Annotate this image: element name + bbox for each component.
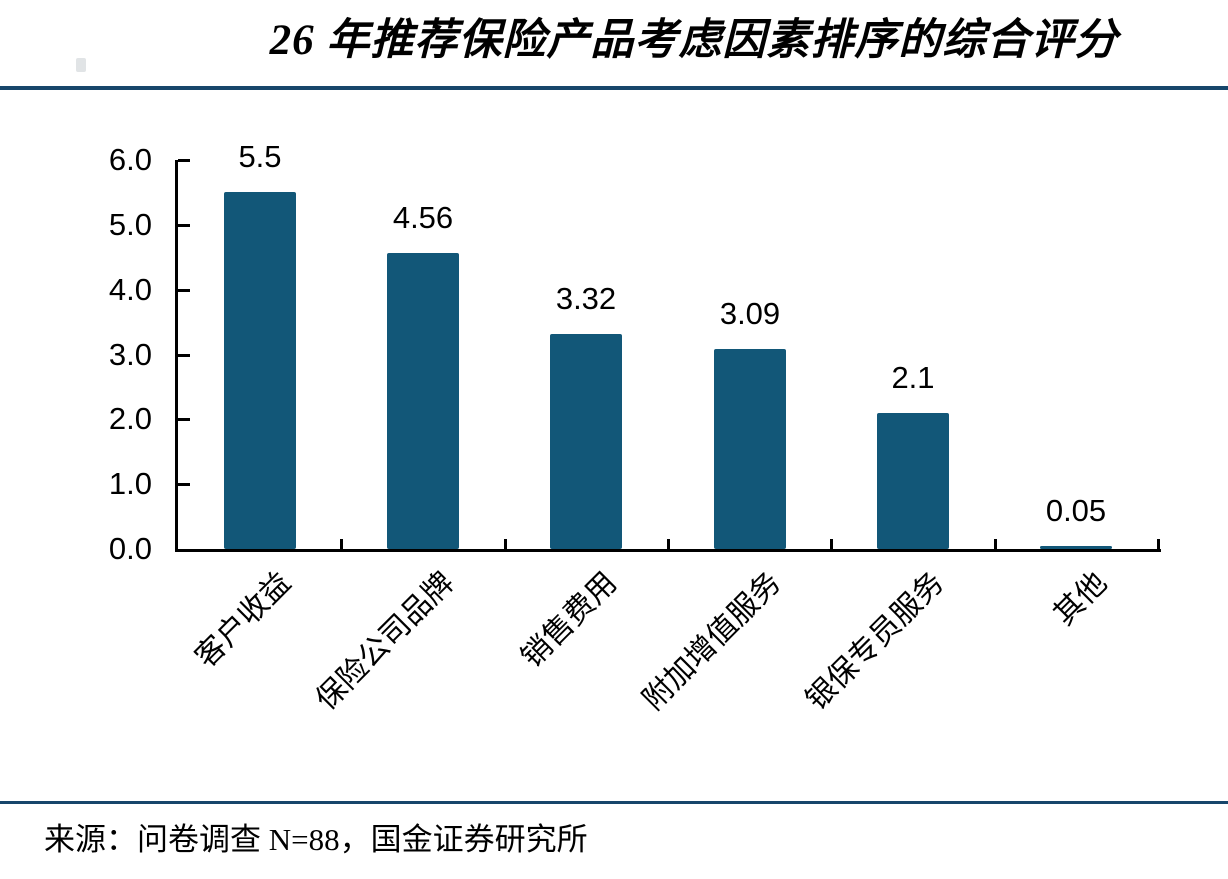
bar-value-label: 3.09 — [719, 296, 781, 331]
bar-value-label: 3.32 — [555, 281, 617, 316]
bar-value-label: 5.5 — [238, 139, 282, 174]
x-axis-tick — [340, 539, 344, 549]
y-axis-tick-label: 1.0 — [108, 466, 152, 502]
chart-plot-area: 0.0 1.0 2.0 3.0 4.0 5.0 6.0 5.5 客户收益 4.56 保险公司品牌 3.… — [108, 139, 1161, 717]
footer-divider-line — [0, 801, 1228, 804]
bar-value-label: 2.1 — [891, 360, 935, 395]
bar — [224, 192, 296, 549]
x-axis-label: 银保专员服务 — [799, 566, 951, 717]
y-axis-tick — [178, 288, 190, 292]
x-axis-tick — [993, 539, 997, 549]
x-axis-tick — [503, 539, 507, 549]
bar — [550, 334, 622, 549]
x-axis-label: 附加增值服务 — [636, 566, 788, 717]
bar-value-label: 4.56 — [392, 200, 454, 235]
y-axis-tick-label: 3.0 — [108, 336, 152, 372]
y-axis-tick — [178, 223, 190, 227]
y-axis-tick-label: 2.0 — [108, 401, 152, 437]
x-axis-tick — [667, 539, 670, 549]
y-axis-tick — [178, 353, 190, 357]
y-axis — [175, 160, 178, 552]
y-axis-tick — [178, 159, 190, 162]
y-axis-tick — [178, 418, 190, 422]
bar — [387, 253, 459, 549]
y-axis-tick — [178, 483, 190, 487]
x-axis-label: 销售费用 — [515, 566, 624, 675]
y-axis-tick-label: 0.0 — [108, 531, 152, 566]
chart-title: 26 年推荐保险产品考虑因素排序的综合评分 — [269, 17, 1119, 64]
bar — [1040, 546, 1112, 549]
x-axis-label: 其他 — [1047, 566, 1114, 632]
bar — [877, 413, 949, 549]
x-axis-tick — [1157, 539, 1160, 549]
y-axis-tick-label: 4.0 — [108, 271, 152, 307]
scan-artifact-mark — [76, 58, 86, 72]
source-note: 来源：问卷调查 N=88，国金证券研究所 — [44, 822, 588, 857]
bar — [714, 349, 786, 549]
bar-value-label: 0.05 — [1045, 493, 1107, 528]
y-axis-tick-label: 6.0 — [108, 142, 152, 177]
title-divider-line — [0, 86, 1228, 90]
x-axis — [175, 549, 1161, 552]
x-axis-label: 保险公司品牌 — [309, 566, 461, 717]
y-axis-tick-label: 5.0 — [108, 206, 152, 242]
x-axis-label: 客户收益 — [189, 566, 298, 675]
x-axis-tick — [830, 539, 834, 549]
